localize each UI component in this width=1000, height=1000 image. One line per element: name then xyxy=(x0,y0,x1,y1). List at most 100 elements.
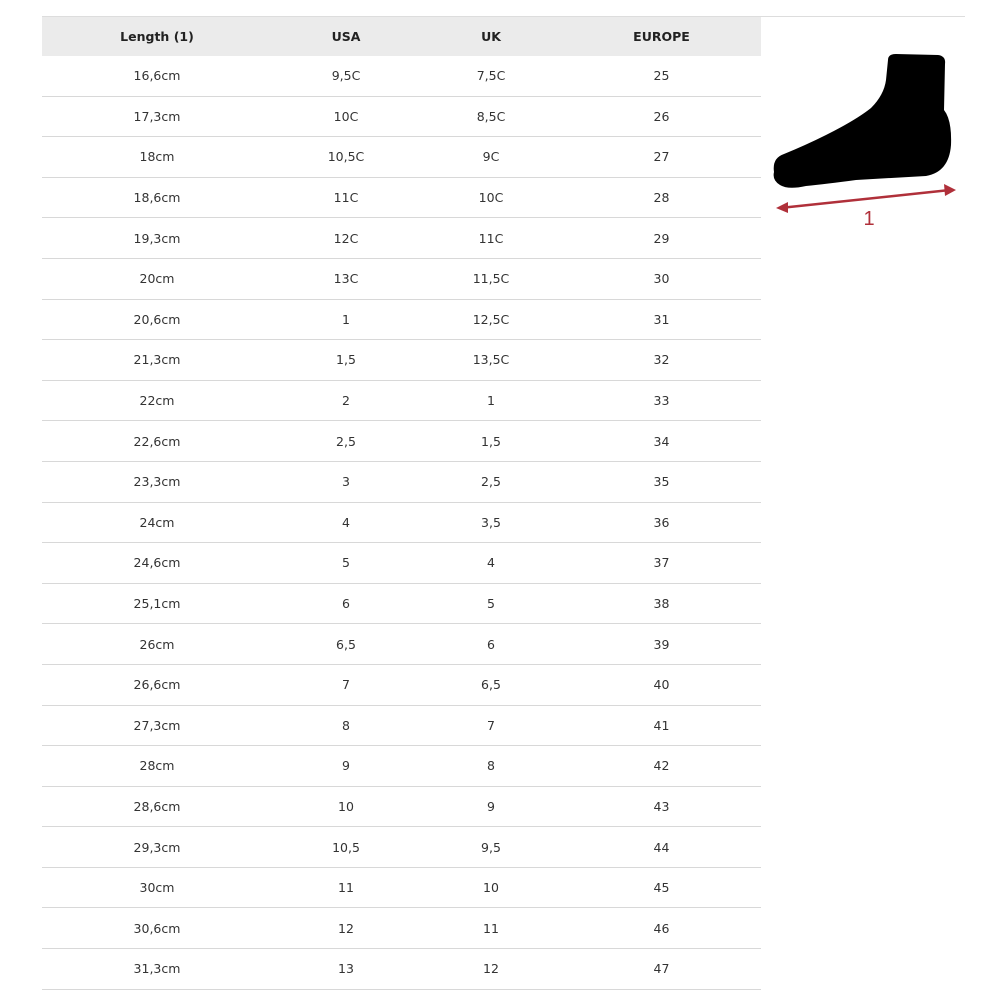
table-header-row: Length (1) USA UK EUROPE xyxy=(42,17,761,56)
cell-length: 29,3cm xyxy=(42,826,272,868)
cell-europe: 40 xyxy=(562,664,761,706)
cell-length: 28cm xyxy=(42,745,272,787)
table-row: 31,3cm 13 12 47 xyxy=(42,948,761,990)
table-row: 25,1cm 6 5 38 xyxy=(42,583,761,625)
foot-icon xyxy=(773,54,952,188)
cell-uk: 9 xyxy=(420,786,562,828)
table-row: 20cm 13C 11,5C 30 xyxy=(42,258,761,300)
cell-europe: 43 xyxy=(562,786,761,828)
table-row: 19,3cm 12C 11C 29 xyxy=(42,217,761,259)
table-row: 28,6cm 10 9 43 xyxy=(42,786,761,828)
cell-length: 26cm xyxy=(42,623,272,665)
cell-usa: 12C xyxy=(272,217,420,259)
cell-europe: 27 xyxy=(562,136,761,178)
cell-europe: 42 xyxy=(562,745,761,787)
table-row: 29,3cm 10,5 9,5 44 xyxy=(42,826,761,868)
cell-usa: 10C xyxy=(272,96,420,138)
cell-usa: 2,5 xyxy=(272,420,420,462)
cell-europe: 37 xyxy=(562,542,761,584)
cell-length: 25,1cm xyxy=(42,583,272,625)
cell-length: 27,3cm xyxy=(42,705,272,747)
cell-europe: 44 xyxy=(562,826,761,868)
cell-length: 20cm xyxy=(42,258,272,300)
table-row: 30,6cm 12 11 46 xyxy=(42,907,761,950)
cell-length: 22,6cm xyxy=(42,420,272,462)
cell-usa: 5 xyxy=(272,542,420,584)
table-row: 21,3cm 1,5 13,5C 32 xyxy=(42,339,761,381)
cell-europe: 30 xyxy=(562,258,761,300)
cell-length: 17,3cm xyxy=(42,96,272,138)
cell-uk: 6,5 xyxy=(420,664,562,706)
table-row: 27,3cm 8 7 41 xyxy=(42,705,761,747)
cell-usa: 1 xyxy=(272,299,420,341)
cell-length: 20,6cm xyxy=(42,299,272,341)
divider xyxy=(42,16,965,17)
cell-uk: 7 xyxy=(420,705,562,747)
cell-europe: 32 xyxy=(562,339,761,381)
table-row: 28cm 9 8 42 xyxy=(42,745,761,787)
cell-uk: 11,5C xyxy=(420,258,562,300)
cell-usa: 1,5 xyxy=(272,339,420,381)
cell-usa: 10,5C xyxy=(272,136,420,178)
cell-europe: 41 xyxy=(562,705,761,747)
cell-uk: 12,5C xyxy=(420,299,562,341)
cell-uk: 8,5C xyxy=(420,96,562,138)
cell-uk: 3,5 xyxy=(420,502,562,544)
table-row: 26,6cm 7 6,5 40 xyxy=(42,664,761,706)
cell-usa: 9,5C xyxy=(272,56,420,97)
table-row: 30cm 11 10 45 xyxy=(42,867,761,909)
cell-uk: 1 xyxy=(420,380,562,422)
table-row: 18,6cm 11C 10C 28 xyxy=(42,177,761,219)
table-row: 24cm 4 3,5 36 xyxy=(42,502,761,544)
size-chart-table: Length (1) USA UK EUROPE 16,6cm 9,5C 7,5C 2… xyxy=(42,17,761,990)
cell-length: 24,6cm xyxy=(42,542,272,584)
table-row: 20,6cm 1 12,5C 31 xyxy=(42,299,761,341)
cell-usa: 6,5 xyxy=(272,623,420,665)
cell-length: 19,3cm xyxy=(42,217,272,259)
table-row: 24,6cm 5 4 37 xyxy=(42,542,761,584)
cell-europe: 29 xyxy=(562,217,761,259)
length-arrow-icon xyxy=(776,184,956,213)
cell-europe: 31 xyxy=(562,299,761,341)
table-row: 23,3cm 3 2,5 35 xyxy=(42,461,761,503)
cell-europe: 34 xyxy=(562,420,761,462)
cell-europe: 38 xyxy=(562,583,761,625)
cell-uk: 5 xyxy=(420,583,562,625)
cell-usa: 13C xyxy=(272,258,420,300)
table-row: 22cm 2 1 33 xyxy=(42,380,761,422)
cell-europe: 33 xyxy=(562,380,761,422)
cell-europe: 28 xyxy=(562,177,761,219)
cell-usa: 3 xyxy=(272,461,420,503)
cell-length: 24cm xyxy=(42,502,272,544)
cell-length: 22cm xyxy=(42,380,272,422)
cell-usa: 8 xyxy=(272,705,420,747)
cell-europe: 35 xyxy=(562,461,761,503)
cell-europe: 47 xyxy=(562,948,761,990)
cell-uk: 8 xyxy=(420,745,562,787)
cell-usa: 11C xyxy=(272,177,420,219)
cell-uk: 11C xyxy=(420,217,562,259)
cell-length: 21,3cm xyxy=(42,339,272,381)
cell-uk: 9,5 xyxy=(420,826,562,868)
cell-uk: 4 xyxy=(420,542,562,584)
header-usa: USA xyxy=(272,17,420,56)
cell-length: 26,6cm xyxy=(42,664,272,706)
cell-length: 30cm xyxy=(42,867,272,909)
cell-uk: 7,5C xyxy=(420,56,562,97)
cell-uk: 1,5 xyxy=(420,420,562,462)
header-uk: UK xyxy=(420,17,562,56)
cell-uk: 12 xyxy=(420,948,562,990)
header-length: Length (1) xyxy=(42,17,272,56)
cell-europe: 46 xyxy=(562,907,761,950)
cell-uk: 10C xyxy=(420,177,562,219)
header-europe: EUROPE xyxy=(562,17,761,56)
cell-uk: 11 xyxy=(420,907,562,950)
cell-length: 23,3cm xyxy=(42,461,272,503)
cell-usa: 10 xyxy=(272,786,420,828)
table-row: 16,6cm 9,5C 7,5C 25 xyxy=(42,56,761,97)
cell-usa: 9 xyxy=(272,745,420,787)
cell-uk: 2,5 xyxy=(420,461,562,503)
cell-europe: 36 xyxy=(562,502,761,544)
cell-uk: 10 xyxy=(420,867,562,909)
cell-uk: 9C xyxy=(420,136,562,178)
